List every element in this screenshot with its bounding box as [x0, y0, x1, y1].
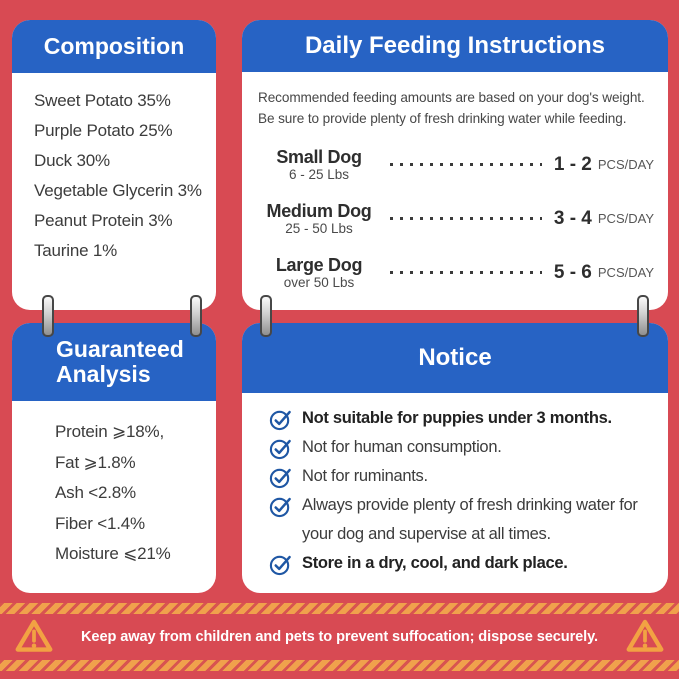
- analysis-item: Fiber <1.4%: [55, 513, 145, 533]
- pin-icon: [190, 295, 202, 337]
- analysis-list: Protein ⩾18%, Fat ⩾1.8% Ash <2.8% Fiber …: [12, 401, 216, 570]
- notice-item-text: Always provide plenty of fresh drinking …: [302, 496, 638, 543]
- check-icon: [269, 439, 291, 460]
- dog-size: Small Dog: [276, 147, 362, 168]
- notice-item-text: Store in a dry, cool, and dark place.: [302, 554, 568, 572]
- pin-icon: [637, 295, 649, 337]
- feeding-size-label: Medium Dog 25 - 50 Lbs: [258, 201, 380, 236]
- notice-item: Not suitable for puppies under 3 months.: [269, 404, 650, 433]
- notice-header: Notice: [242, 323, 668, 393]
- feeding-header: Daily Feeding Instructions: [242, 20, 668, 72]
- notice-title: Notice: [418, 344, 492, 371]
- title-line1: Guaranteed: [56, 336, 184, 363]
- check-icon: [269, 468, 291, 489]
- notice-item: Not for ruminants.: [269, 462, 650, 491]
- feeding-unit: PCS/DAY: [597, 211, 654, 227]
- notice-item-text: Not for human consumption.: [302, 438, 502, 456]
- dog-size: Medium Dog: [266, 201, 372, 222]
- dog-weight-range: over 50 Lbs: [283, 275, 355, 291]
- feeding-unit: PCS/DAY: [597, 157, 654, 173]
- composition-body: Sweet Potato 35% Purple Potato 25% Duck …: [12, 73, 216, 266]
- feeding-title: Daily Feeding Instructions: [304, 32, 606, 59]
- analysis-item: Fat ⩾1.8%: [55, 452, 136, 472]
- feeding-row-large: Large Dog over 50 Lbs 5 - 6 PCS/DAY: [258, 255, 654, 290]
- guaranteed-analysis-body: Protein ⩾18%, Fat ⩾1.8% Ash <2.8% Fiber …: [12, 401, 216, 570]
- warning-triangle-icon: [626, 619, 664, 652]
- composition-title: Composition: [43, 33, 185, 59]
- feeding-body: Recommended feeding amounts are based on…: [242, 87, 668, 290]
- dog-weight-range: 6 - 25 Lbs: [288, 167, 350, 183]
- hazard-hatch-band-top: [0, 603, 679, 614]
- dog-weight-range: 25 - 50 Lbs: [285, 221, 353, 237]
- feeding-unit: PCS/DAY: [597, 265, 654, 281]
- composition-item: Purple Potato 25%: [34, 121, 173, 140]
- notice-panel: Notice Not suitable for puppies under 3 …: [242, 323, 668, 593]
- analysis-item: Protein ⩾18%,: [55, 422, 164, 441]
- guaranteed-analysis-panel: Guaranteed Analysis Protein ⩾18%, Fat ⩾1.…: [12, 323, 216, 593]
- warning-triangle-icon: [15, 619, 53, 652]
- feeding-row-small: Small Dog 6 - 25 Lbs 1 - 2 PCS/DAY: [258, 147, 654, 182]
- composition-item: Peanut Protein 3%: [34, 211, 173, 230]
- feeding-size-label: Small Dog 6 - 25 Lbs: [258, 147, 380, 182]
- dotted-leader: [390, 217, 542, 221]
- composition-item: Vegetable Glycerin 3%: [34, 181, 202, 200]
- check-icon: [269, 410, 291, 431]
- feeding-rows: Small Dog 6 - 25 Lbs 1 - 2 PCS/DAY Mediu…: [258, 147, 655, 290]
- feeding-panel: Daily Feeding Instructions Recommended f…: [242, 20, 668, 310]
- feeding-row-medium: Medium Dog 25 - 50 Lbs 3 - 4 PCS/DAY: [258, 201, 655, 236]
- composition-item: Duck 30%: [34, 151, 110, 170]
- notice-item: Store in a dry, cool, and dark place.: [269, 549, 650, 578]
- check-icon: [269, 497, 291, 518]
- composition-item: Sweet Potato 35%: [34, 91, 171, 110]
- notice-item-text: Not suitable for puppies under 3 months.: [302, 409, 612, 427]
- feeding-amount: 5 - 6: [553, 261, 592, 283]
- warning-strip: Keep away from children and pets to prev…: [0, 603, 679, 671]
- feeding-amount: 3 - 4: [553, 207, 592, 229]
- guaranteed-analysis-header: Guaranteed Analysis: [12, 323, 216, 401]
- composition-header: Composition: [12, 20, 216, 73]
- feeding-amount: 1 - 2: [553, 153, 592, 175]
- guaranteed-analysis-title: Guaranteed Analysis: [12, 337, 184, 387]
- composition-panel: Composition Sweet Potato 35% Purple Pota…: [12, 20, 216, 310]
- warning-text: Keep away from children and pets to prev…: [80, 629, 599, 645]
- title-line2: Analysis: [56, 361, 151, 387]
- notice-body: Not suitable for puppies under 3 months.…: [242, 393, 668, 578]
- notice-item-text: Not for ruminants.: [302, 467, 428, 485]
- dotted-leader: [390, 271, 542, 275]
- notice-item: Always provide plenty of fresh drinking …: [269, 491, 650, 549]
- hazard-hatch-band-bottom: [0, 660, 679, 671]
- dotted-leader: [390, 163, 542, 167]
- check-icon: [269, 555, 291, 576]
- pin-icon: [42, 295, 54, 337]
- analysis-item: Moisture ⩽21%: [55, 544, 171, 563]
- feeding-intro: Recommended feeding amounts are based on…: [258, 90, 645, 127]
- warning-band: Keep away from children and pets to prev…: [0, 614, 679, 660]
- composition-list: Sweet Potato 35% Purple Potato 25% Duck …: [12, 73, 216, 266]
- dog-size: Large Dog: [275, 255, 363, 276]
- notice-item: Not for human consumption.: [269, 433, 650, 462]
- feeding-size-label: Large Dog over 50 Lbs: [258, 255, 380, 290]
- composition-item: Taurine 1%: [34, 241, 118, 260]
- analysis-item: Ash <2.8%: [55, 483, 136, 502]
- notice-list: Not suitable for puppies under 3 months.…: [242, 393, 668, 578]
- pin-icon: [260, 295, 272, 337]
